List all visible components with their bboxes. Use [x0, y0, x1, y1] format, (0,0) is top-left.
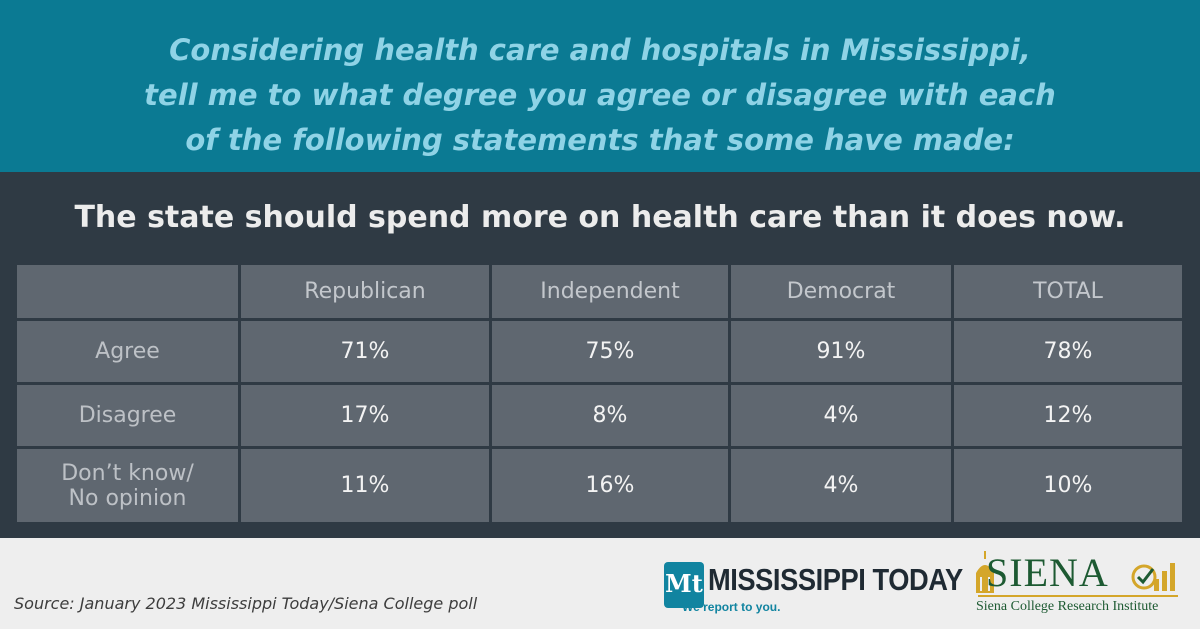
footer-band	[0, 538, 1200, 629]
cell-dontknow-independent: 16%	[492, 449, 728, 522]
table-row: Agree 71% 75% 91% 78%	[17, 321, 1182, 382]
row-label-dont-know: Don’t know/ No opinion	[17, 449, 238, 522]
siena-subtitle: Siena College Research Institute	[976, 599, 1159, 614]
question-line-3: of the following statements that some ha…	[185, 123, 1015, 157]
cell-disagree-independent: 8%	[492, 385, 728, 446]
cell-dontknow-republican: 11%	[241, 449, 489, 522]
cell-agree-total: 78%	[954, 321, 1182, 382]
mt-tagline: We report to you.	[682, 600, 781, 614]
header-band: Considering health care and hospitals in…	[0, 0, 1200, 172]
mt-wordmark: MISSISSIPPI TODAY	[708, 562, 963, 597]
cell-disagree-republican: 17%	[241, 385, 489, 446]
siena-wordmark: SIENA	[986, 550, 1109, 595]
table-header-row: Republican Independent Democrat TOTAL	[17, 265, 1182, 318]
header-cell-republican: Republican	[241, 265, 489, 318]
table-row: Disagree 17% 8% 4% 12%	[17, 385, 1182, 446]
cell-disagree-total: 12%	[954, 385, 1182, 446]
mt-badge-text: Mt	[665, 569, 703, 598]
header-cell-independent: Independent	[492, 265, 728, 318]
table-row: Don’t know/ No opinion 11% 16% 4% 10%	[17, 449, 1182, 522]
cell-agree-democrat: 91%	[731, 321, 951, 382]
row-label-disagree: Disagree	[17, 385, 238, 446]
row-label-line-1: Don’t know/	[61, 460, 194, 486]
cell-dontknow-total: 10%	[954, 449, 1182, 522]
source-note: Source: January 2023 Mississippi Today/S…	[14, 594, 478, 613]
mt-badge-icon: Mt	[664, 562, 704, 608]
dome-icon	[976, 551, 994, 593]
cell-agree-republican: 71%	[241, 321, 489, 382]
header-cell-empty	[17, 265, 238, 318]
mississippi-today-logo: Mt MISSISSIPPI TODAY We report to you.	[664, 562, 963, 614]
siena-divider	[978, 595, 1178, 597]
question-line-1: Considering health care and hospitals in…	[169, 33, 1031, 67]
siena-logo: SIENA Siena College Research Institute	[972, 545, 1182, 623]
cell-agree-independent: 75%	[492, 321, 728, 382]
cell-dontknow-democrat: 4%	[731, 449, 951, 522]
statement-title: The state should spend more on health ca…	[74, 200, 1126, 235]
question-line-2: tell me to what degree you agree or disa…	[144, 78, 1056, 112]
header-cell-democrat: Democrat	[731, 265, 951, 318]
checkmark-bar-chart-icon	[1131, 563, 1175, 591]
row-label-agree: Agree	[17, 321, 238, 382]
results-table: Republican Independent Democrat TOTAL Ag…	[14, 262, 1185, 525]
header-cell-total: TOTAL	[954, 265, 1182, 318]
row-label-line-2: No opinion	[68, 485, 187, 511]
survey-question: Considering health care and hospitals in…	[60, 28, 1140, 163]
cell-disagree-democrat: 4%	[731, 385, 951, 446]
